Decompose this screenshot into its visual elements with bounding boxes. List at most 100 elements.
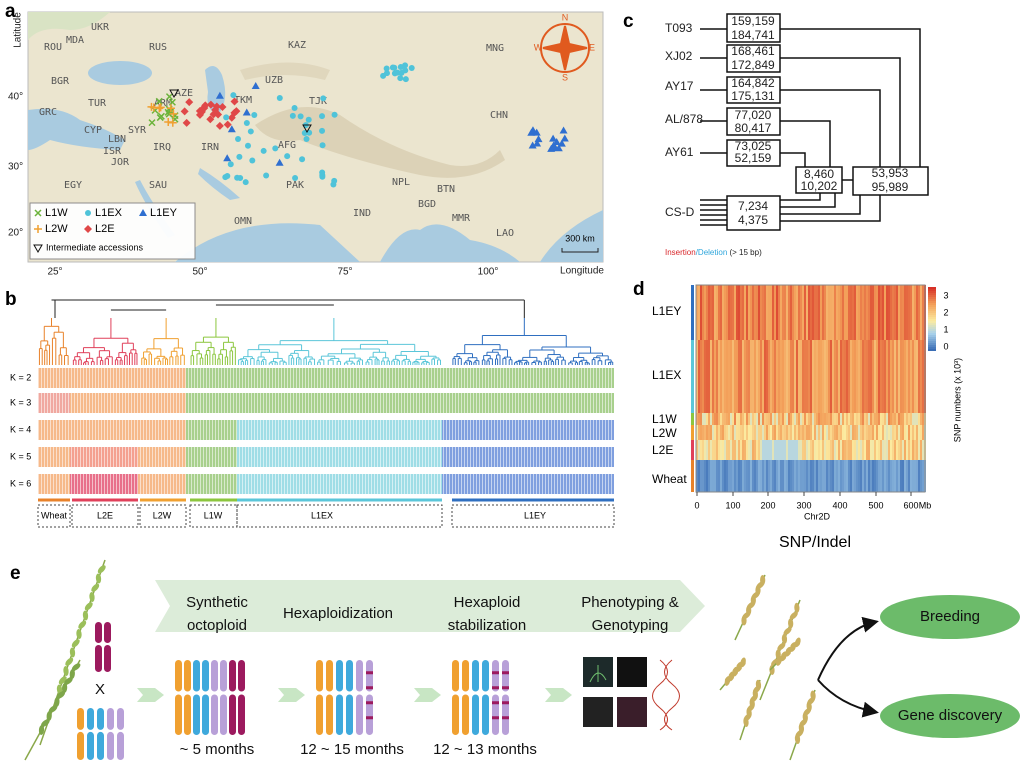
heatmap-cell [748, 340, 750, 413]
heatmap-cell [840, 285, 842, 340]
heatmap-cell [886, 285, 888, 340]
chromosome [95, 645, 102, 672]
heatmap-cell [902, 425, 904, 440]
heatmap-cell [874, 460, 876, 492]
heatmap-cell [884, 340, 886, 413]
heatmap-cell [892, 425, 894, 440]
group-box [189, 504, 238, 528]
heatmap-cell [840, 460, 842, 492]
heatmap-cell [868, 413, 870, 425]
heatmap-cell [854, 440, 856, 460]
heatmap-cell [722, 413, 724, 425]
heatmap-cell [804, 425, 806, 440]
heatmap-cell [880, 460, 882, 492]
marker-l2e [185, 98, 194, 107]
heatmap-cell [898, 425, 900, 440]
heatmap-cell [878, 413, 880, 425]
heatmap-cell [732, 440, 734, 460]
marker-l2w [166, 104, 175, 113]
heatmap-cell [868, 460, 870, 492]
chromosome [202, 660, 209, 692]
heatmap-cell [878, 460, 880, 492]
heatmap-cell [788, 440, 790, 460]
heatmap-cell [920, 440, 922, 460]
heatmap-cell [760, 440, 762, 460]
step-label: Genotyping [592, 617, 669, 634]
marker-l2e [215, 121, 224, 130]
wheat-grain [64, 677, 73, 685]
heatmap-cell [730, 340, 732, 413]
heatmap-cell [748, 285, 750, 340]
heatmap-cell [788, 285, 790, 340]
insertion-count: 164,842 [731, 76, 775, 90]
colorbar-cell [928, 323, 936, 325]
colorbar-cell [928, 331, 936, 333]
chromosome [229, 694, 236, 735]
group-label: L2W [153, 510, 172, 520]
heatmap-cell [910, 440, 912, 460]
compass [540, 23, 590, 73]
step-arrow [278, 688, 305, 702]
heatmap-cell [788, 413, 790, 425]
marker-l1ex [235, 136, 242, 143]
heatmap-cell [738, 340, 740, 413]
scale-bar [561, 248, 599, 253]
marker-l1ex [243, 120, 250, 127]
country-label: SYR [128, 125, 147, 136]
heatmap-cell [734, 440, 736, 460]
heatmap-cell [762, 413, 764, 425]
heatmap-cell [908, 285, 910, 340]
country-label: AFG [278, 140, 296, 151]
heatmap-cell [750, 425, 752, 440]
heatmap-cell [920, 425, 922, 440]
heatmap-cell [732, 460, 734, 492]
heatmap-cell [896, 413, 898, 425]
heatmap-cell [912, 413, 914, 425]
heatmap-cell [808, 425, 810, 440]
country-label: GRC [39, 107, 57, 118]
heatmap-cell [880, 413, 882, 425]
heatmap-cell [786, 413, 788, 425]
group-label: Wheat [41, 510, 68, 520]
heatmap-cell [920, 285, 922, 340]
chromosome [175, 694, 182, 735]
country-label: SAU [149, 180, 167, 191]
panel-label: d [633, 279, 645, 300]
colorbar-cell [928, 347, 936, 349]
marker-l2e [230, 97, 239, 106]
marker-l1ey [139, 209, 147, 216]
heatmap-cell [840, 425, 842, 440]
heatmap-cell [726, 285, 728, 340]
heatmap-cell [720, 460, 722, 492]
heatmap-cell [922, 460, 924, 492]
heatmap-cell [728, 425, 730, 440]
heatmap-cell [738, 440, 740, 460]
heatmap-cell [882, 340, 884, 413]
heatmap-cell [752, 460, 754, 492]
heatmap-cell [882, 425, 884, 440]
heatmap-cell [906, 460, 908, 492]
heatmap-cell [854, 285, 856, 340]
heatmap-cell [700, 460, 702, 492]
heatmap-cell [866, 425, 868, 440]
heatmap-cell [754, 440, 756, 460]
marker-l1ey [532, 128, 541, 136]
wheat-grain [71, 663, 81, 671]
chromosome [202, 694, 209, 735]
heatmap-cell [776, 460, 778, 492]
lon-tick: 75° [337, 267, 352, 278]
heatmap-cell [916, 425, 918, 440]
heatmap-cell [708, 340, 710, 413]
deletion-count: 10,202 [801, 179, 838, 193]
heatmap-cell [798, 340, 800, 413]
heatmap-cell [736, 413, 738, 425]
heatmap-cell [786, 440, 788, 460]
heatmap-cell [784, 285, 786, 340]
group-strip [691, 425, 694, 440]
wheat-grain [76, 629, 82, 639]
heatmap-cell [724, 425, 726, 440]
wheat-grain [97, 565, 106, 574]
heatmap-cell [784, 440, 786, 460]
step-label: Synthetic [186, 594, 248, 611]
heatmap-cell [804, 460, 806, 492]
